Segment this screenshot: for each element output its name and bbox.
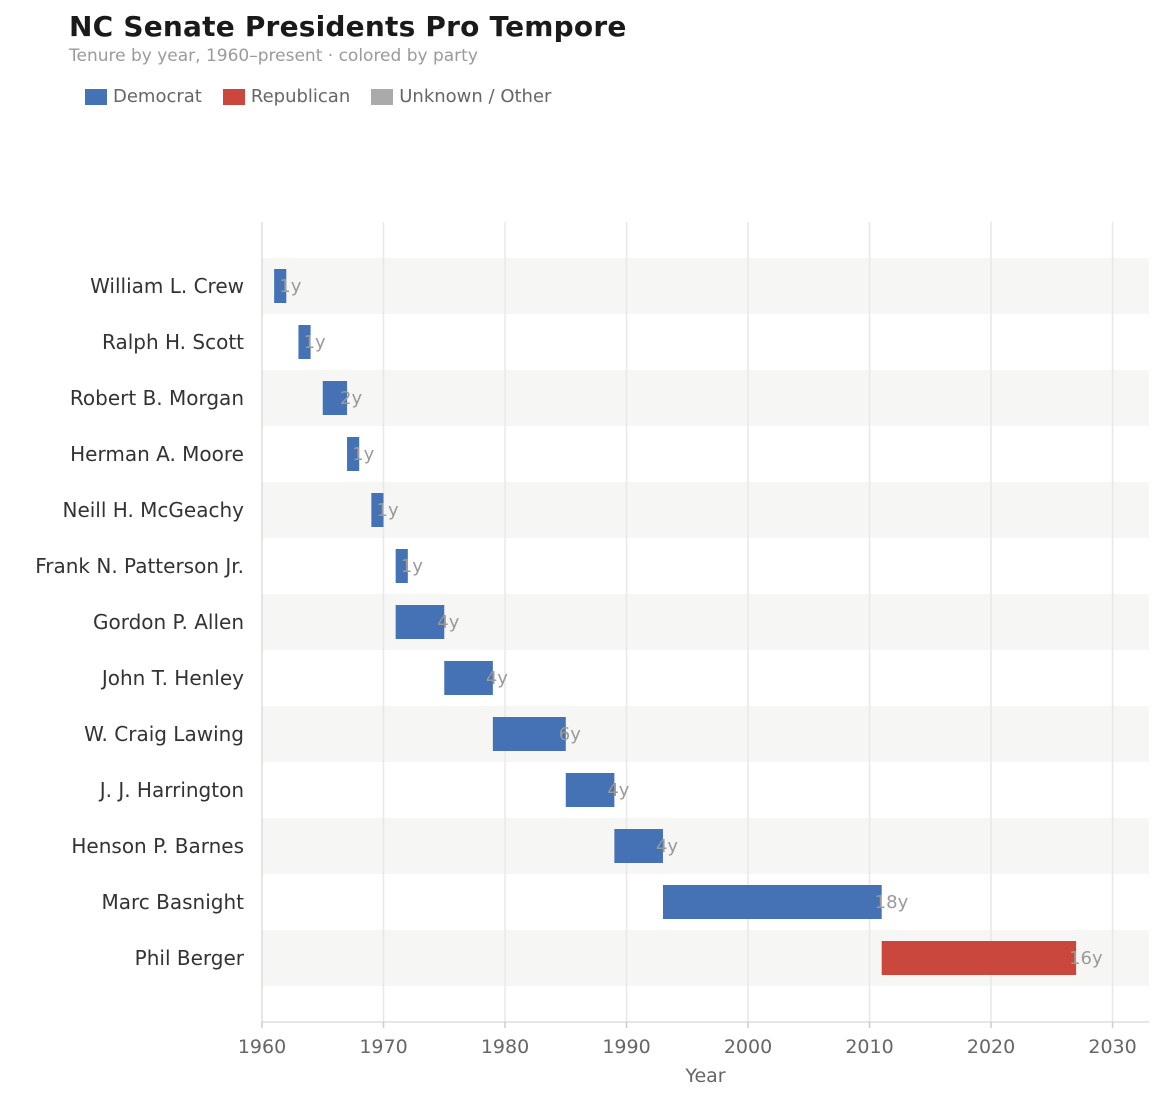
y-tick-label: Gordon P. Allen bbox=[93, 610, 244, 634]
x-tick-label: 2010 bbox=[845, 1036, 893, 1058]
row-band bbox=[262, 818, 1149, 874]
data-label: 1y bbox=[377, 500, 399, 521]
data-label: 6y bbox=[559, 724, 581, 745]
y-tick-label: W. Craig Lawing bbox=[84, 722, 244, 746]
y-tick-label: Neill H. McGeachy bbox=[62, 498, 244, 522]
bar bbox=[492, 717, 566, 751]
x-tick-label: 2000 bbox=[724, 1036, 772, 1058]
bar bbox=[395, 605, 445, 639]
y-tick-label: Henson P. Barnes bbox=[71, 834, 244, 858]
legend-item-unknown: Unknown / Other bbox=[371, 86, 551, 107]
bar bbox=[662, 885, 882, 919]
bar bbox=[371, 493, 384, 527]
y-tick-label: John T. Henley bbox=[100, 666, 244, 690]
y-tick-label: Phil Berger bbox=[135, 946, 245, 970]
data-label: 2y bbox=[340, 388, 362, 409]
x-tick-label: 1980 bbox=[481, 1036, 529, 1058]
bar bbox=[881, 941, 1077, 975]
row-band bbox=[262, 370, 1149, 426]
x-tick-label: 2020 bbox=[967, 1036, 1015, 1058]
data-label: 4y bbox=[486, 668, 508, 689]
chart-title: NC Senate Presidents Pro Tempore bbox=[69, 10, 627, 43]
legend-swatch-unknown bbox=[371, 88, 394, 105]
data-label: 4y bbox=[607, 780, 629, 801]
row-band bbox=[262, 706, 1149, 762]
bar bbox=[565, 773, 615, 807]
data-label: 18y bbox=[875, 892, 909, 913]
data-label: 16y bbox=[1069, 948, 1103, 969]
row-band bbox=[262, 594, 1149, 650]
legend: Democrat Republican Unknown / Other bbox=[85, 86, 572, 107]
bar bbox=[395, 549, 408, 583]
x-tick-label: 1970 bbox=[359, 1036, 407, 1058]
y-tick-label: William L. Crew bbox=[90, 274, 244, 298]
data-label: 1y bbox=[279, 276, 301, 297]
row-band bbox=[262, 482, 1149, 538]
bar bbox=[322, 381, 348, 415]
x-axis-label: Year bbox=[684, 1065, 725, 1087]
bar bbox=[444, 661, 493, 695]
legend-item-republican: Republican bbox=[222, 86, 351, 107]
y-tick-label: Marc Basnight bbox=[102, 890, 245, 914]
data-label: 1y bbox=[304, 332, 326, 353]
x-tick-label: 2030 bbox=[1088, 1036, 1136, 1058]
legend-item-democrat: Democrat bbox=[85, 86, 202, 107]
bar bbox=[614, 829, 663, 863]
legend-label-republican: Republican bbox=[250, 86, 351, 107]
bar bbox=[274, 269, 287, 303]
row-band bbox=[262, 258, 1149, 314]
y-tick-label: Herman A. Moore bbox=[70, 442, 244, 466]
x-tick-label: 1960 bbox=[238, 1036, 286, 1058]
bar bbox=[347, 437, 360, 471]
x-tick-label: 1990 bbox=[602, 1036, 650, 1058]
y-tick-label: J. J. Harrington bbox=[98, 778, 244, 802]
y-tick-label: Robert B. Morgan bbox=[70, 386, 244, 410]
chart-subtitle: Tenure by year, 1960–present · colored b… bbox=[69, 46, 478, 66]
legend-label-democrat: Democrat bbox=[113, 86, 202, 107]
legend-swatch-republican bbox=[222, 88, 245, 105]
data-label: 1y bbox=[352, 444, 374, 465]
data-label: 4y bbox=[437, 612, 459, 633]
legend-swatch-democrat bbox=[85, 88, 107, 105]
legend-label-unknown: Unknown / Other bbox=[399, 86, 552, 107]
bar bbox=[298, 325, 311, 359]
y-tick-label: Frank N. Patterson Jr. bbox=[35, 554, 244, 578]
y-tick-label: Ralph H. Scott bbox=[102, 330, 244, 354]
data-label: 4y bbox=[656, 836, 678, 857]
data-label: 1y bbox=[401, 556, 423, 577]
